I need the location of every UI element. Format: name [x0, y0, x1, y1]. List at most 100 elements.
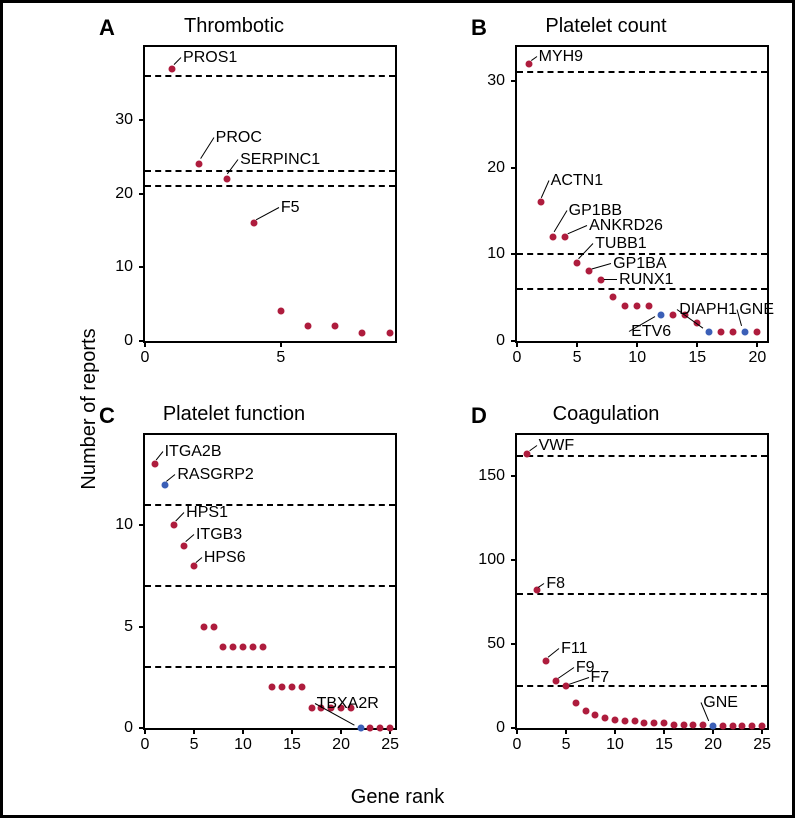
gene-label: F8 — [546, 575, 565, 593]
gene-label: RASGRP2 — [177, 466, 253, 484]
leader-line — [176, 512, 185, 521]
x-tick — [756, 341, 758, 347]
panel-title: Thrombotic — [63, 15, 405, 38]
x-tick — [576, 341, 578, 347]
data-point — [289, 684, 296, 691]
x-tick-label: 0 — [513, 349, 522, 367]
y-tick — [511, 475, 517, 477]
data-point — [634, 302, 641, 309]
data-point — [631, 718, 638, 725]
leader-line — [553, 210, 567, 232]
y-tick — [511, 167, 517, 169]
panel-D: DCoagulation0510152025050100150VWFF8F11F… — [435, 403, 777, 771]
x-tick-label: 15 — [688, 349, 706, 367]
threshold-line — [517, 685, 767, 687]
gene-label: ETV6 — [631, 323, 671, 341]
x-tick-label: 5 — [276, 349, 285, 367]
y-tick — [511, 643, 517, 645]
data-point — [161, 481, 168, 488]
gene-label: ANKRD26 — [589, 217, 663, 235]
threshold-line — [517, 71, 767, 73]
gene-label: ACTN1 — [551, 172, 603, 190]
gene-label: DIAPH1 — [679, 301, 737, 319]
x-tick-label: 10 — [606, 736, 624, 754]
y-tick-label: 0 — [124, 332, 133, 350]
data-point — [259, 643, 266, 650]
data-point — [308, 704, 315, 711]
gene-label: TBXA2R — [317, 695, 379, 713]
gene-label: SERPINC1 — [240, 151, 320, 169]
data-point — [250, 219, 257, 226]
data-point — [151, 461, 158, 468]
x-tick — [193, 728, 195, 734]
y-tick — [511, 727, 517, 729]
leader-line — [529, 445, 537, 451]
x-tick-label: 20 — [704, 736, 722, 754]
data-point — [729, 723, 736, 730]
y-tick — [139, 119, 145, 121]
x-tick — [696, 341, 698, 347]
threshold-line — [145, 504, 395, 506]
leader-line — [173, 57, 181, 65]
data-point — [526, 60, 533, 67]
data-point — [710, 723, 717, 730]
plot-area: 051015200102030MYH9ACTN1GP1BBANKRD26TUBB… — [515, 45, 769, 343]
x-tick-label: 25 — [381, 736, 399, 754]
data-point — [742, 328, 749, 335]
data-point — [279, 684, 286, 691]
panel-C: CPlatelet function05101520250510ITGA2BRA… — [63, 403, 405, 771]
gene-label: GNE — [703, 694, 738, 712]
leader-line — [166, 474, 175, 482]
data-point — [277, 308, 284, 315]
data-point — [582, 708, 589, 715]
data-point — [171, 522, 178, 529]
leader-line — [186, 535, 195, 543]
gene-label: MYH9 — [539, 48, 583, 66]
leader-line — [558, 667, 574, 678]
data-point — [332, 322, 339, 329]
x-tick — [636, 341, 638, 347]
leader-line — [200, 138, 214, 160]
x-tick-label: 5 — [190, 736, 199, 754]
data-point — [223, 175, 230, 182]
gene-label: RUNX1 — [619, 271, 673, 289]
data-point — [658, 311, 665, 318]
x-tick-label: 10 — [234, 736, 252, 754]
panel-B: BPlatelet count051015200102030MYH9ACTN1G… — [435, 15, 777, 383]
y-tick — [139, 266, 145, 268]
y-tick-label: 20 — [487, 159, 505, 177]
x-tick-label: 0 — [141, 349, 150, 367]
threshold-line — [145, 170, 395, 172]
data-point — [196, 161, 203, 168]
y-tick-label: 150 — [478, 467, 505, 485]
panel-A: AThrombotic050102030PROS1PROCSERPINC1F5 — [63, 15, 405, 383]
data-point — [230, 643, 237, 650]
data-point — [220, 643, 227, 650]
gene-label: HPS6 — [204, 549, 246, 567]
gene-label: F11 — [561, 640, 587, 658]
data-point — [680, 721, 687, 728]
data-point — [533, 587, 540, 594]
y-tick-label: 10 — [487, 245, 505, 263]
data-point — [622, 302, 629, 309]
data-point — [612, 716, 619, 723]
data-point — [538, 199, 545, 206]
threshold-line — [145, 585, 395, 587]
data-point — [754, 328, 761, 335]
leader-line — [548, 648, 559, 657]
figure-frame: Number of reports Gene rank AThrombotic0… — [0, 0, 795, 818]
data-point — [523, 451, 530, 458]
x-tick-label: 0 — [141, 736, 150, 754]
data-point — [377, 725, 384, 732]
data-point — [305, 322, 312, 329]
data-point — [690, 721, 697, 728]
leader-line — [592, 263, 611, 269]
x-tick — [340, 728, 342, 734]
data-point — [610, 294, 617, 301]
threshold-line — [145, 75, 395, 77]
x-tick — [663, 728, 665, 734]
data-point — [739, 723, 746, 730]
gene-label: VWF — [539, 437, 575, 455]
data-point — [181, 542, 188, 549]
gene-label: PROS1 — [183, 49, 237, 67]
